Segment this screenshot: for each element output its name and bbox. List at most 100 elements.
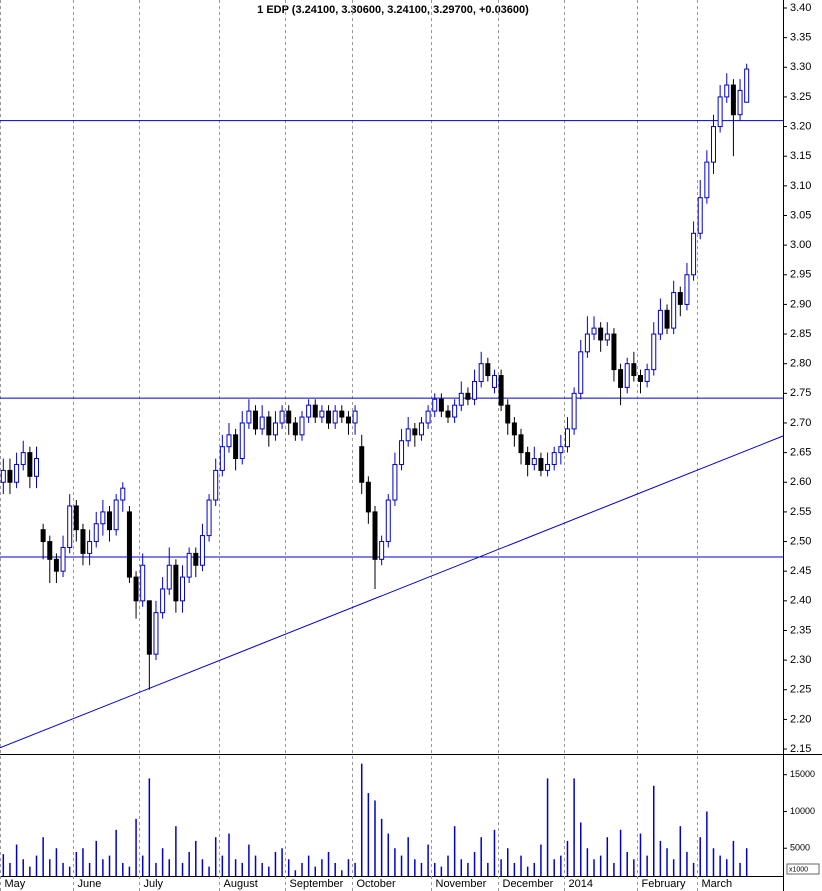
candle-body — [107, 511, 113, 531]
candle-body — [478, 363, 484, 382]
candle-body — [20, 452, 26, 465]
candle-body — [611, 333, 617, 371]
candle-body — [312, 404, 318, 418]
candle-body — [326, 410, 332, 424]
candle-body — [584, 333, 590, 353]
candle-body — [631, 363, 637, 377]
candle-body — [299, 416, 305, 436]
candle-body — [684, 274, 690, 305]
candle-body — [432, 398, 438, 412]
volume-tick-label: 10000 — [790, 806, 815, 816]
candle-body — [67, 505, 73, 548]
candle-body — [598, 327, 604, 341]
candle-body — [465, 392, 471, 400]
candle-body — [199, 535, 205, 566]
y-tick-label: 2.85 — [790, 328, 811, 340]
candle-body — [472, 380, 478, 400]
candle-body — [133, 576, 139, 602]
y-tick-label: 2.90 — [790, 298, 811, 310]
candle-body — [604, 333, 610, 341]
candle-body — [704, 161, 710, 199]
candle-body — [113, 499, 119, 531]
candle-body — [372, 511, 378, 560]
unit-box — [786, 863, 820, 875]
candle-body — [93, 523, 99, 543]
candle-body — [724, 84, 730, 98]
candle-body — [452, 404, 458, 418]
candle-body — [239, 422, 245, 460]
candle-body — [226, 434, 232, 448]
candle-body — [744, 68, 750, 103]
candle-body — [53, 558, 59, 572]
candle-body — [511, 422, 517, 436]
candle-body — [339, 410, 345, 418]
candle-body — [233, 434, 239, 460]
candle-body — [34, 458, 40, 477]
x-tick-label: November — [436, 878, 487, 890]
candle-body — [359, 446, 365, 483]
candle-body — [538, 458, 544, 471]
y-tick-label: 2.65 — [790, 447, 811, 459]
x-tick-label: June — [78, 878, 102, 890]
y-tick-label: 3.25 — [790, 91, 811, 103]
candle-body — [332, 410, 338, 424]
chart-title: 1 EDP (3.24100, 3.30600, 3.24100, 3.2970… — [257, 4, 529, 16]
candle-body — [637, 375, 643, 382]
candle-body — [40, 529, 46, 543]
x-tick-label: December — [503, 878, 554, 890]
candle-body — [644, 369, 650, 382]
candle-body — [505, 404, 511, 424]
y-tick-label: 2.55 — [790, 506, 811, 518]
candle-body — [425, 410, 431, 424]
candle-body — [253, 410, 259, 430]
candle-body — [392, 463, 398, 501]
candle-body — [87, 541, 93, 554]
x-tick-label: October — [357, 878, 396, 890]
candle-body — [545, 463, 551, 471]
candle-body — [458, 392, 464, 406]
candle-body — [352, 410, 358, 424]
candle-body — [266, 416, 272, 436]
x-tick-label: February — [642, 878, 687, 890]
candle-body — [564, 428, 570, 448]
candle-body — [558, 446, 564, 454]
candle-body — [80, 529, 86, 554]
candle-body — [551, 452, 557, 465]
y-tick-label: 3.40 — [790, 2, 811, 14]
candle-body — [126, 511, 132, 578]
y-tick-label: 2.25 — [790, 684, 811, 696]
candle-body — [166, 564, 172, 590]
candle-body — [160, 588, 166, 614]
candle-body — [146, 600, 152, 655]
y-tick-label: 2.30 — [790, 654, 811, 666]
candle-body — [73, 505, 79, 531]
x-tick-label: August — [224, 878, 258, 890]
candle-body — [259, 416, 265, 430]
candle-body — [651, 333, 657, 371]
candle-body — [47, 541, 53, 560]
candle-body — [498, 375, 504, 406]
y-tick-label: 2.40 — [790, 595, 811, 607]
candle-body — [485, 363, 491, 377]
candle-body — [27, 452, 33, 477]
candle-body — [180, 576, 186, 602]
y-tick-label: 2.15 — [790, 743, 811, 755]
y-tick-label: 2.45 — [790, 565, 811, 577]
candle-body — [345, 416, 351, 424]
candle-body — [14, 463, 20, 483]
y-tick-label: 3.15 — [790, 150, 811, 162]
y-tick-label: 2.75 — [790, 387, 811, 399]
candle-body — [412, 428, 418, 436]
candle-body — [491, 375, 497, 388]
y-tick-label: 2.80 — [790, 358, 811, 370]
candle-body — [571, 392, 577, 430]
x-tick-label: March — [702, 878, 733, 890]
y-tick-label: 2.50 — [790, 535, 811, 547]
y-tick-label: 3.10 — [790, 180, 811, 192]
volume-group — [2, 763, 748, 876]
candle-body — [153, 612, 159, 655]
candle-body — [618, 369, 624, 388]
candle-body — [219, 446, 225, 471]
candle-body — [193, 552, 199, 566]
candle-body — [730, 84, 736, 116]
